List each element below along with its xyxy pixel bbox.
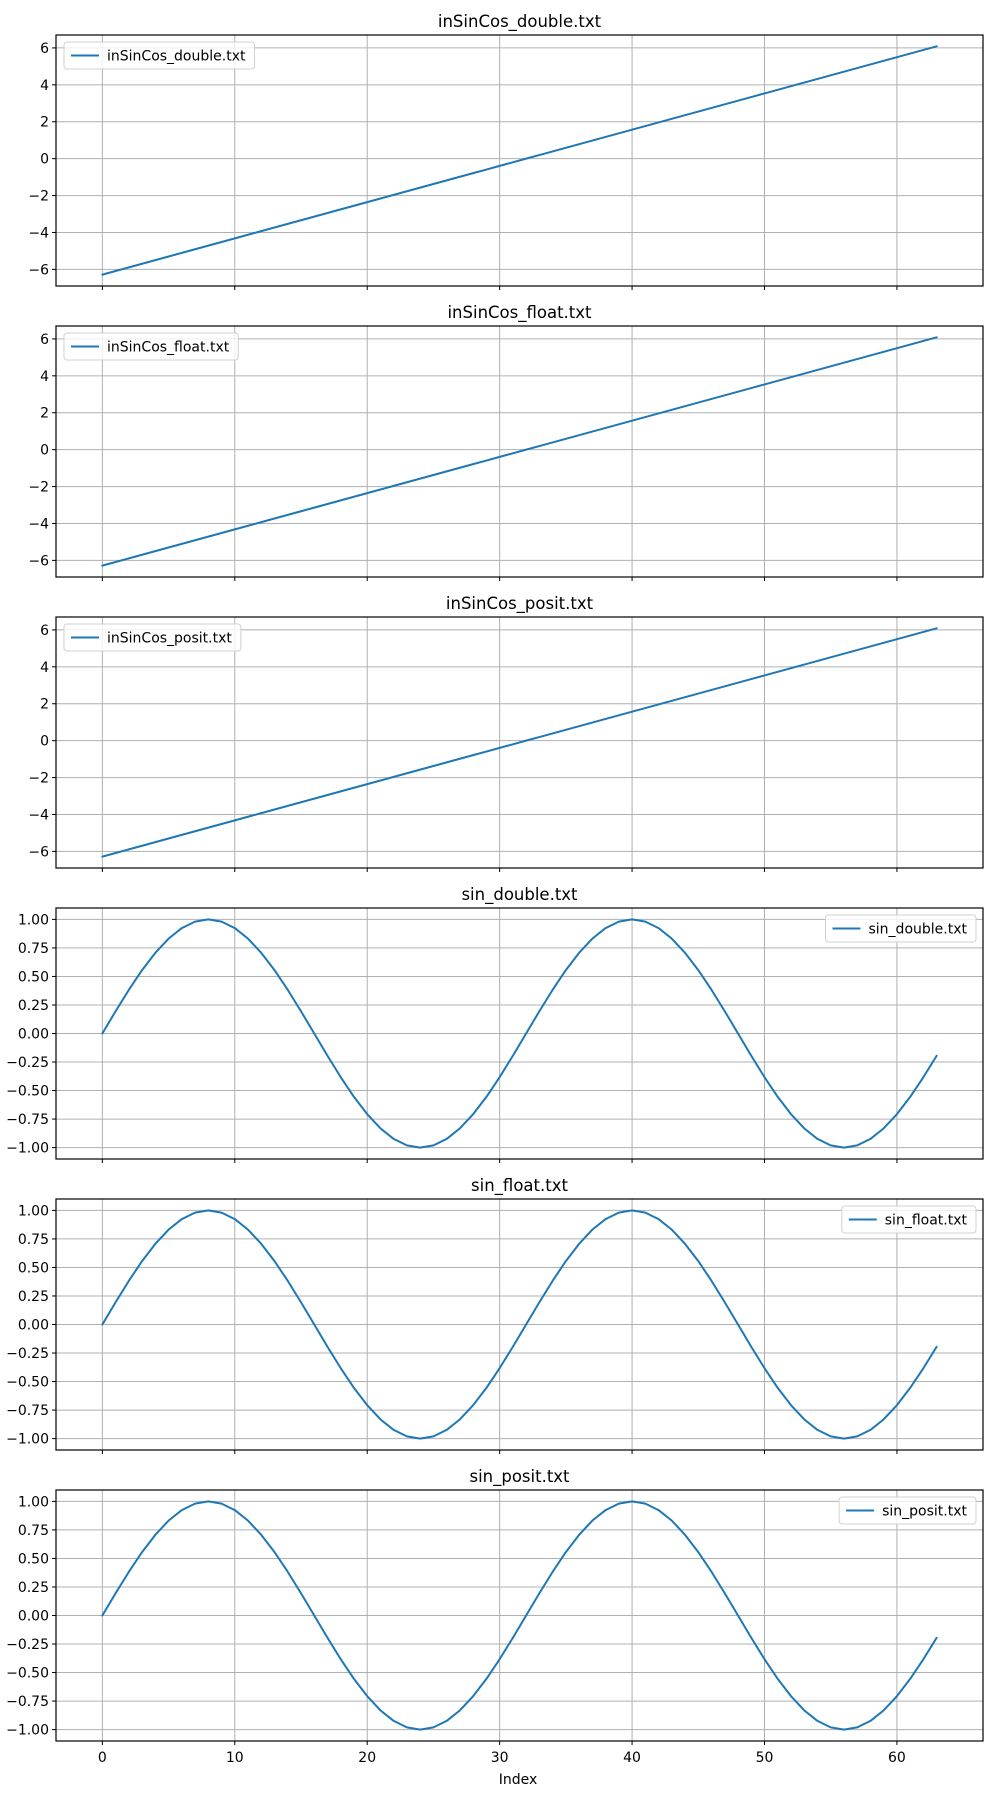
subplot-title: sin_double.txt	[461, 885, 578, 905]
legend-label: sin_posit.txt	[882, 1504, 967, 1520]
y-tick-label: 0.25	[18, 998, 49, 1014]
legend-label: sin_float.txt	[885, 1213, 968, 1229]
series-line	[101, 336, 938, 567]
x-tick-label: 30	[491, 1750, 509, 1766]
legend: inSinCos_float.txt	[63, 332, 239, 361]
subplot-panels: −6 −4 −2 0 2 4 6 inSinCos_double.txt inSinCos_do…	[6, 12, 984, 1766]
y-tick-label: 4	[40, 660, 49, 676]
legend-box	[841, 1205, 977, 1234]
y-tick-label: −1.00	[6, 1432, 49, 1448]
y-tick-label: −6	[28, 844, 49, 860]
y-tick-label: 6	[40, 623, 49, 639]
y-tick-label: 4	[40, 369, 49, 385]
subplot-title: sin_posit.txt	[469, 1467, 570, 1487]
y-tick-label: 2	[40, 115, 49, 131]
y-tick-label: −0.50	[6, 1084, 49, 1100]
subplot-title: inSinCos_float.txt	[447, 303, 592, 323]
y-tick-label: 0.00	[18, 1609, 49, 1625]
x-tick-label: 20	[358, 1750, 376, 1766]
y-tick-label: −0.25	[6, 1346, 49, 1362]
y-tick-label: −1.00	[6, 1141, 49, 1157]
y-tick-label: 6	[40, 332, 49, 348]
y-tick-label: −6	[28, 262, 49, 278]
y-tick-label: −4	[28, 516, 49, 532]
x-tick-label: 50	[756, 1750, 774, 1766]
y-tick-label: −0.50	[6, 1666, 49, 1682]
legend-box	[838, 1496, 977, 1525]
y-tick-label: −2	[28, 771, 49, 787]
y-tick-label: 4	[40, 78, 49, 94]
y-tick-label: −0.75	[6, 1403, 49, 1419]
axes-frame	[55, 325, 984, 578]
legend-box	[63, 623, 242, 652]
legend: sin_posit.txt	[838, 1496, 977, 1525]
y-tick-label: −0.75	[6, 1694, 49, 1710]
series-line	[101, 1500, 938, 1731]
series-line	[101, 918, 938, 1149]
y-tick-label: −4	[28, 807, 49, 823]
subplot-3: −6 −4 −2 0 2 4 6 inSinCos_posit.txt inSinCos_pos…	[28, 594, 984, 872]
subplot-title: inSinCos_double.txt	[438, 12, 602, 32]
y-tick-label: 0.75	[18, 1523, 49, 1539]
legend-box	[63, 41, 255, 70]
y-tick-label: −1.00	[6, 1723, 49, 1739]
y-tick-label: −6	[28, 553, 49, 569]
legend: sin_float.txt	[841, 1205, 977, 1234]
y-tick-label: 1.00	[18, 912, 49, 928]
legend-label: inSinCos_float.txt	[107, 340, 230, 356]
x-tick-label: 10	[226, 1750, 244, 1766]
y-tick-label: −0.25	[6, 1055, 49, 1071]
series-line	[101, 627, 938, 858]
y-tick-label: 0	[40, 443, 49, 459]
y-tick-label: 0	[40, 152, 49, 168]
subplot-1: −6 −4 −2 0 2 4 6 inSinCos_double.txt inSinCos_do…	[28, 12, 984, 290]
y-tick-label: 0.50	[18, 969, 49, 985]
y-tick-label: −0.25	[6, 1637, 49, 1653]
y-tick-label: 1.00	[18, 1203, 49, 1219]
y-tick-label: 6	[40, 41, 49, 57]
x-axis-label: Index	[499, 1772, 538, 1788]
y-tick-label: 0.50	[18, 1260, 49, 1276]
y-tick-label: 2	[40, 406, 49, 422]
y-tick-label: 0	[40, 734, 49, 750]
subplot-4: −1.00 −0.75 −0.50 −0.25 0.00 0.25 0.50 0.75 1.00…	[6, 885, 984, 1163]
x-tick-label: 0	[98, 1750, 107, 1766]
subplot-6: −1.00 −0.75 −0.50 −0.25 0.00 0.25 0.50 0.75 1.00…	[6, 1467, 984, 1766]
y-tick-label: −2	[28, 189, 49, 205]
x-tick-label: 60	[888, 1750, 906, 1766]
y-tick-label: 1.00	[18, 1494, 49, 1510]
y-tick-label: 2	[40, 697, 49, 713]
legend-label: inSinCos_posit.txt	[107, 631, 232, 647]
axes-frame	[55, 616, 984, 869]
subplot-title: inSinCos_posit.txt	[446, 594, 594, 614]
y-tick-label: 0.00	[18, 1318, 49, 1334]
y-tick-label: −0.50	[6, 1375, 49, 1391]
x-tick-label: 40	[623, 1750, 641, 1766]
axes-frame	[55, 34, 984, 287]
y-tick-label: 0.25	[18, 1580, 49, 1596]
y-tick-label: 0.00	[18, 1027, 49, 1043]
legend: sin_double.txt	[825, 914, 977, 943]
y-tick-label: 0.75	[18, 1232, 49, 1248]
legend-box	[63, 332, 239, 361]
legend-label: sin_double.txt	[869, 922, 968, 938]
series-line	[101, 45, 938, 276]
subplot-title: sin_float.txt	[471, 1176, 568, 1196]
legend: inSinCos_double.txt	[63, 41, 255, 70]
subplot-5: −1.00 −0.75 −0.50 −0.25 0.00 0.25 0.50 0.75 1.00…	[6, 1176, 984, 1454]
y-tick-label: 0.75	[18, 941, 49, 957]
y-tick-label: −0.75	[6, 1112, 49, 1128]
y-tick-label: 0.50	[18, 1551, 49, 1567]
legend-label: inSinCos_double.txt	[107, 49, 246, 65]
series-line	[101, 1209, 938, 1440]
y-tick-label: −4	[28, 225, 49, 241]
y-tick-label: −2	[28, 480, 49, 496]
legend: inSinCos_posit.txt	[63, 623, 242, 652]
legend-box	[825, 914, 977, 943]
y-tick-label: 0.25	[18, 1289, 49, 1305]
subplot-2: −6 −4 −2 0 2 4 6 inSinCos_float.txt inSinCos_flo…	[28, 303, 984, 581]
